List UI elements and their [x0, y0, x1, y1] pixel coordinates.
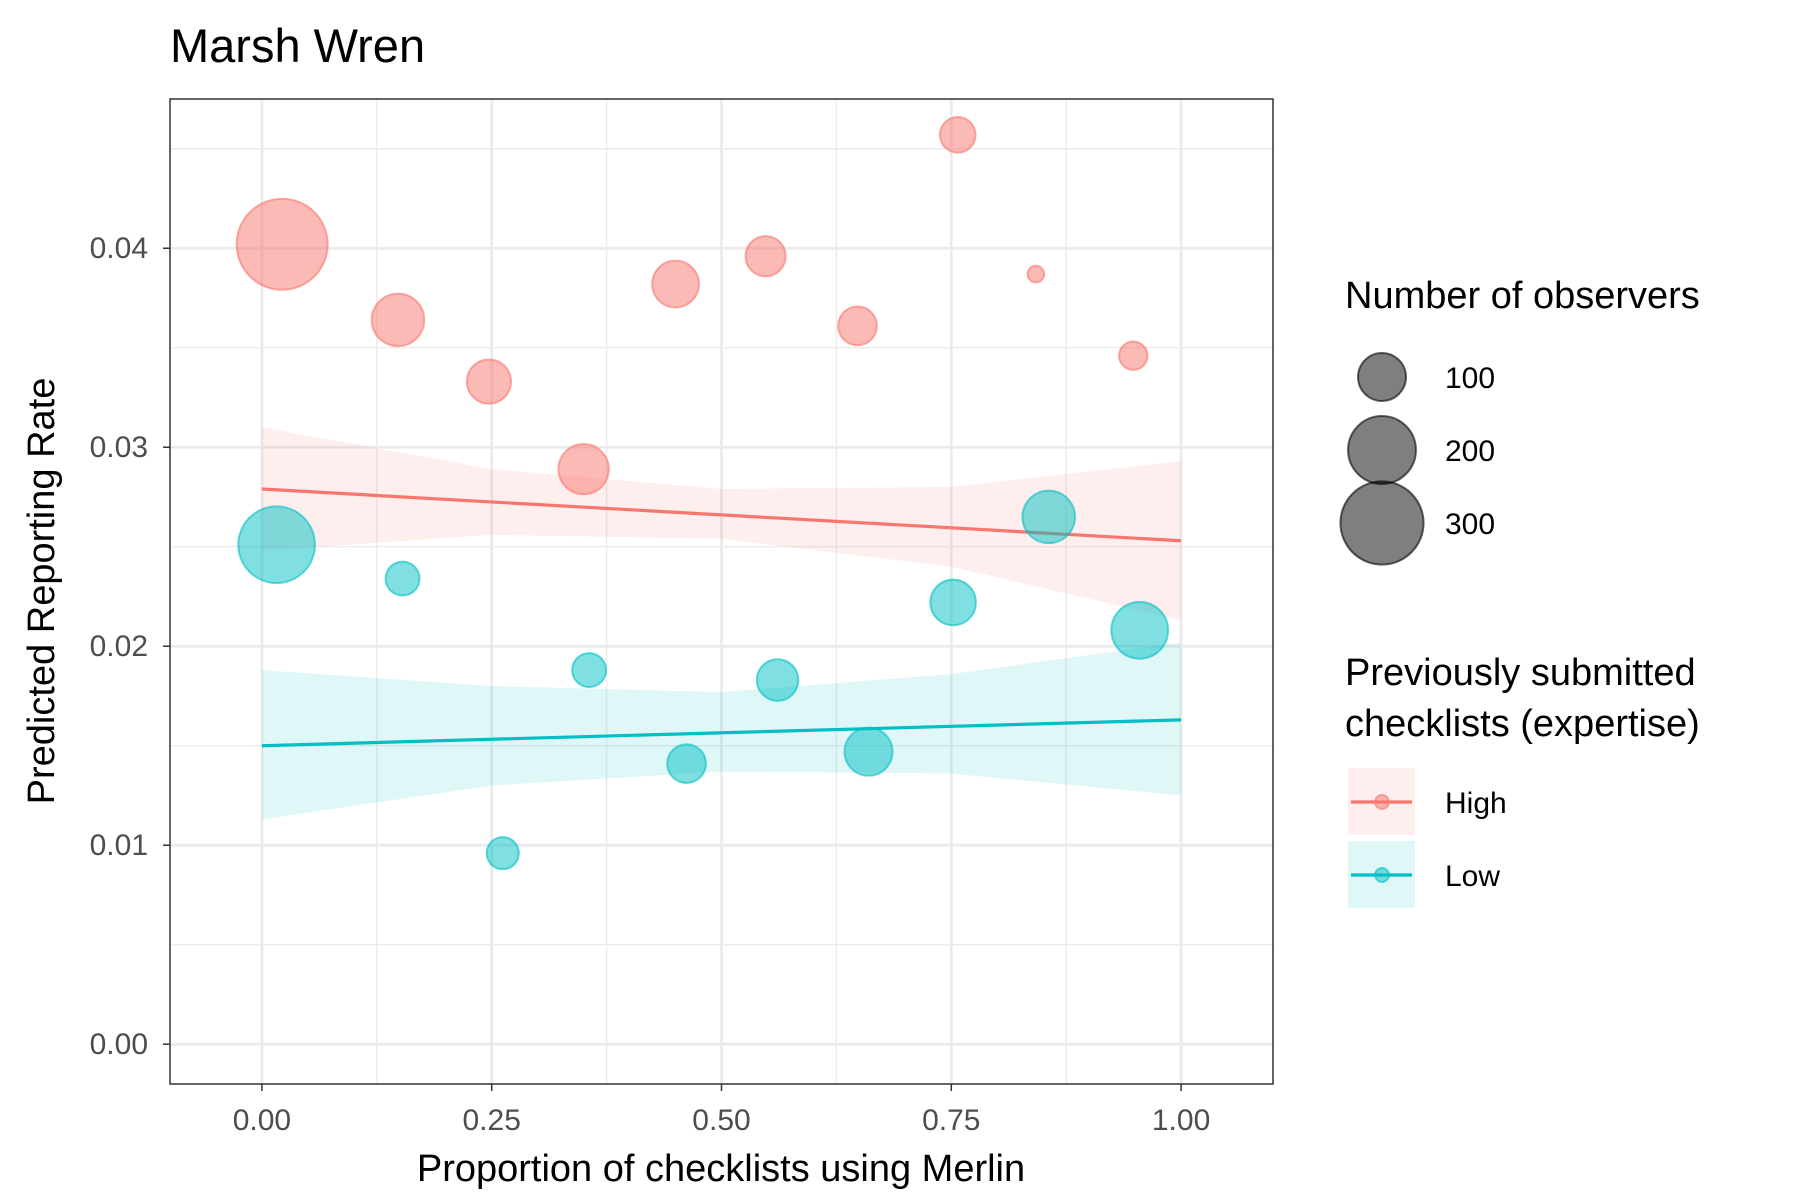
- y-tick-label: 0.04: [90, 232, 148, 265]
- x-tick-label: 0.75: [922, 1104, 980, 1137]
- point-layer: [235, 116, 1170, 871]
- point-high: [1026, 264, 1046, 284]
- x-tick-label: 0.50: [692, 1104, 750, 1137]
- x-tick-label: 0.25: [463, 1104, 521, 1137]
- color-legend-key-point: [1374, 867, 1390, 883]
- point-high: [938, 116, 977, 154]
- y-tick-label: 0.00: [90, 1028, 148, 1061]
- color-legend-entries: High Low: [1348, 768, 1507, 908]
- trend-line-low: [261, 718, 1182, 748]
- size-legend-label: 200: [1445, 435, 1495, 468]
- y-axis: 0.00 0.01 0.02 0.03 0.04: [90, 232, 170, 1061]
- point-high: [465, 358, 513, 405]
- point-high: [651, 259, 700, 309]
- size-legend-key: [1357, 352, 1407, 402]
- confidence-band-high: [261, 427, 1182, 621]
- chart-title: Marsh Wren: [170, 19, 425, 72]
- size-legend-title: Number of observers: [1345, 275, 1700, 317]
- grid-layer: [170, 99, 1273, 1084]
- point-high: [557, 442, 610, 496]
- size-legend-key: [1347, 415, 1417, 485]
- point-low: [755, 658, 800, 702]
- y-tick-label: 0.02: [90, 630, 148, 663]
- point-low: [571, 652, 608, 689]
- point-low: [485, 836, 520, 871]
- point-low: [843, 726, 894, 777]
- point-high: [370, 292, 426, 348]
- point-high: [744, 235, 787, 278]
- point-high: [1118, 340, 1149, 371]
- size-legend-label: 100: [1445, 362, 1495, 395]
- color-legend: Previously submitted checklists (experti…: [1345, 652, 1700, 908]
- point-high: [837, 305, 878, 347]
- x-axis: 0.00 0.25 0.50 0.75 1.00: [233, 1084, 1210, 1137]
- point-low: [1021, 489, 1077, 545]
- size-legend-label: 300: [1445, 508, 1495, 541]
- color-legend-label: High: [1445, 787, 1507, 820]
- point-low: [384, 560, 421, 597]
- color-legend-key-point: [1374, 794, 1390, 810]
- color-legend-title-line1: Previously submitted: [1345, 652, 1696, 694]
- x-axis-title: Proportion of checklists using Merlin: [417, 1148, 1025, 1190]
- size-legend-entries: 100 200 300: [1339, 352, 1495, 566]
- ribbon-layer: [261, 427, 1182, 820]
- color-legend-label: Low: [1445, 860, 1500, 893]
- color-legend-title-line2: checklists (expertise): [1345, 703, 1700, 745]
- size-legend-key: [1339, 480, 1425, 566]
- plot-panel: [169, 98, 1274, 1085]
- size-legend: Number of observers 100 200 300: [1339, 275, 1700, 566]
- point-low: [666, 743, 707, 784]
- point-low: [1110, 600, 1170, 660]
- confidence-band-low: [261, 642, 1182, 820]
- x-tick-label: 1.00: [1152, 1104, 1210, 1137]
- x-tick-label: 0.00: [233, 1104, 291, 1137]
- point-low: [237, 505, 316, 585]
- point-low: [929, 578, 977, 627]
- y-tick-label: 0.01: [90, 829, 148, 862]
- y-axis-title: Predicted Reporting Rate: [21, 378, 63, 805]
- y-tick-label: 0.03: [90, 431, 148, 464]
- point-high: [235, 197, 329, 291]
